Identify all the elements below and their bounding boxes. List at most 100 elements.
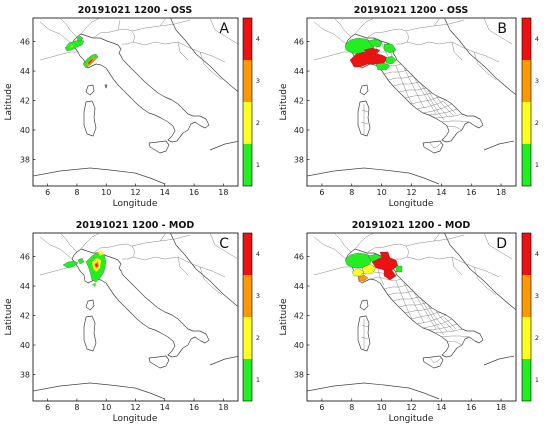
colorbar-segment	[243, 359, 252, 401]
x-axis-ticks: 6 8 10 12 14 16 18	[45, 183, 228, 197]
country-borders	[313, 233, 513, 296]
colorbar-segment	[522, 102, 531, 144]
x-tick-label: 12	[130, 403, 140, 412]
y-axis-ticks: 38 40 42 44 46	[294, 38, 310, 164]
region-boundaries	[348, 252, 470, 364]
y-tick-label: 40	[294, 126, 304, 135]
colorbar: 1 2 3 4	[242, 17, 260, 187]
map-frame	[32, 232, 239, 402]
colorbar-segment	[243, 275, 252, 317]
colorbar: 1 2 3 4	[521, 232, 539, 402]
x-tick-label: 10	[377, 188, 387, 197]
colorbar-segment	[243, 144, 252, 186]
y-tick-label: 46	[20, 38, 30, 47]
y-axis-ticks: 38 40 42 44 46	[20, 38, 36, 164]
x-tick-label: 18	[218, 188, 228, 197]
x-tick-label: 14	[436, 403, 446, 412]
x-tick-label: 6	[319, 403, 324, 412]
colorbar-tick-label: 2	[535, 119, 539, 127]
x-axis-label: Longitude	[389, 199, 434, 209]
colorbar-segment	[522, 233, 531, 275]
x-tick-label: 8	[349, 403, 354, 412]
colorbar-tick-label: 4	[256, 250, 260, 258]
y-axis-label: Latitude	[279, 298, 289, 336]
x-tick-label: 16	[466, 403, 476, 412]
map-frame	[306, 17, 517, 187]
map-frame	[32, 17, 239, 187]
colorbar-tick-label: 4	[535, 250, 539, 258]
forecast-areas	[344, 37, 397, 71]
colorbar-frame	[242, 232, 253, 402]
x-tick-label: 8	[74, 188, 79, 197]
y-tick-label: 42	[20, 97, 30, 106]
y-tick-label: 46	[294, 253, 304, 262]
y-tick-label: 42	[294, 97, 304, 106]
x-tick-label: 6	[45, 403, 50, 412]
y-tick-label: 38	[20, 370, 30, 379]
y-tick-label: 44	[20, 67, 30, 76]
panel-d: 20191021 1200 - MOD	[279, 220, 539, 424]
colorbar-tick-label: 3	[535, 77, 539, 85]
colorbar-tick-label: 2	[256, 119, 260, 127]
colorbar-segment	[522, 359, 531, 401]
colorbar-segment	[522, 18, 531, 60]
panel-title: 20191021 1200 - MOD	[352, 220, 471, 231]
colorbar-frame	[521, 17, 532, 187]
colorbar-tick-label: 4	[256, 35, 260, 43]
panel-b: 20191021 1200 - OSS	[279, 5, 539, 209]
map-area	[307, 18, 516, 185]
colorbar-tick-label: 3	[256, 292, 260, 300]
colorbar-tick-label: 1	[256, 376, 260, 384]
x-axis-ticks: 6 8 10 12 14 16 18	[319, 398, 506, 412]
colorbar-segment	[522, 144, 531, 186]
forecast-areas	[62, 250, 107, 287]
colorbar-tick-label: 3	[256, 77, 260, 85]
x-tick-label: 12	[130, 188, 140, 197]
colorbar-tick-label: 4	[535, 35, 539, 43]
map-area	[33, 18, 238, 185]
colorbar-tick-label: 1	[535, 161, 539, 169]
x-tick-label: 18	[218, 403, 228, 412]
country-borders	[39, 18, 238, 81]
y-tick-label: 38	[294, 155, 304, 164]
panel-a: 20191021 1200 - OSS	[4, 5, 260, 209]
colorbar: 1 2 3 4	[242, 232, 260, 402]
colorbar-segment	[243, 102, 252, 144]
x-tick-label: 14	[160, 403, 170, 412]
x-tick-label: 6	[45, 188, 50, 197]
colorbar-frame	[242, 17, 253, 187]
x-axis-label: Longitude	[389, 414, 434, 424]
y-tick-label: 44	[20, 282, 30, 291]
x-tick-label: 10	[377, 403, 387, 412]
x-tick-label: 12	[406, 188, 416, 197]
x-tick-label: 12	[406, 403, 416, 412]
x-tick-label: 18	[496, 188, 506, 197]
x-tick-label: 10	[101, 403, 111, 412]
colorbar-tick-label: 2	[256, 334, 260, 342]
colorbar-tick-label: 1	[535, 376, 539, 384]
map-area	[33, 233, 238, 400]
y-tick-label: 40	[294, 341, 304, 350]
y-axis-label: Latitude	[4, 298, 14, 336]
y-tick-label: 40	[20, 126, 30, 135]
colorbar-segment	[243, 317, 252, 359]
italy-coastline	[33, 18, 238, 185]
x-tick-label: 14	[160, 188, 170, 197]
y-tick-label: 42	[294, 312, 304, 321]
x-tick-label: 14	[436, 188, 446, 197]
country-borders	[39, 233, 238, 296]
x-tick-label: 16	[466, 188, 476, 197]
x-tick-label: 8	[349, 188, 354, 197]
x-axis-ticks: 6 8 10 12 14 16 18	[45, 398, 228, 412]
colorbar: 1 2 3 4	[521, 17, 539, 187]
colorbar-segment	[522, 275, 531, 317]
colorbar-segment	[522, 317, 531, 359]
colorbar-tick-label: 2	[535, 334, 539, 342]
x-tick-label: 16	[189, 188, 199, 197]
country-borders	[313, 18, 513, 81]
x-tick-label: 10	[101, 188, 111, 197]
colorbar-segment	[243, 60, 252, 102]
y-tick-label: 46	[294, 38, 304, 47]
x-axis-ticks: 6 8 10 12 14 16 18	[319, 183, 506, 197]
